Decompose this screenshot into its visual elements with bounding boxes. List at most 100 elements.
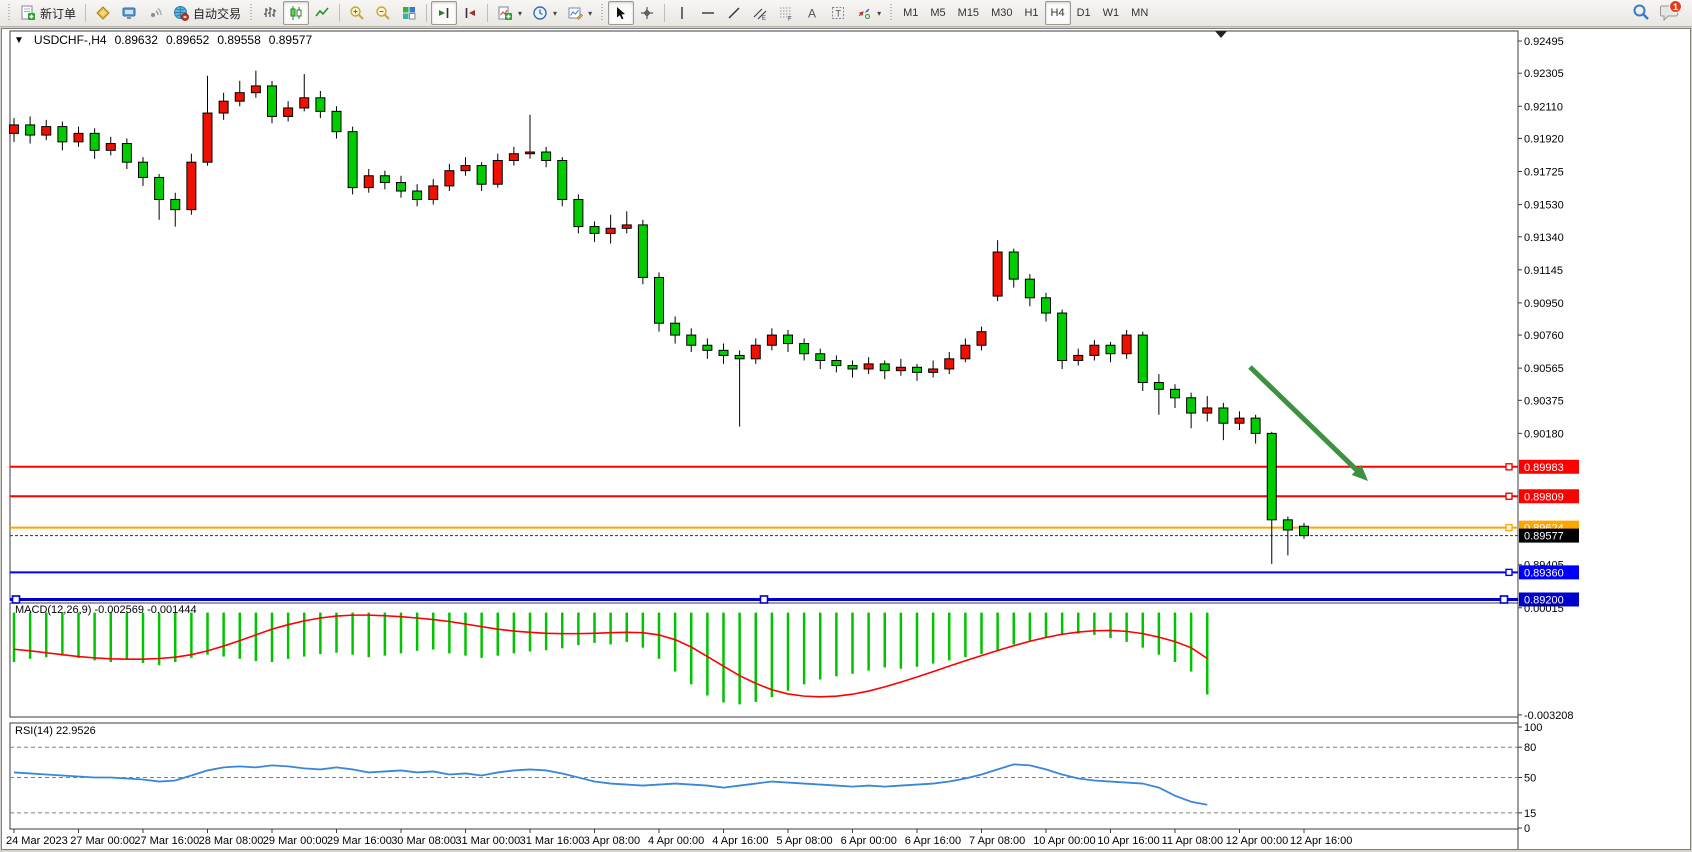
price-tick-label: 0.92495: [1524, 36, 1564, 48]
open-account-icon[interactable]: [90, 1, 116, 25]
time-axis[interactable]: 24 Mar 2023 27 Mar 00:00 27 Mar 16:00 28 Ma…: [6, 829, 1352, 847]
time-tick-label: 10 Apr 00:00: [1033, 835, 1095, 847]
text-label-button[interactable]: T: [825, 1, 851, 25]
line-anchor[interactable]: [1505, 568, 1513, 577]
timeframe-button-w1[interactable]: W1: [1102, 7, 1120, 19]
vertical-line-button[interactable]: [669, 1, 695, 25]
toolbar-separator: [85, 4, 87, 22]
timeframe-button-m5[interactable]: M5: [930, 7, 946, 19]
toolbar-group: E F A T ▾: [669, 1, 886, 25]
zoom-out-button[interactable]: [370, 1, 396, 25]
chart-symbol-timeframe: USDCHF-,H4: [33, 33, 107, 47]
toolbar-grip: [600, 4, 606, 22]
candle-body: [444, 170, 455, 187]
toolbar-separator: [664, 4, 666, 22]
chart-shift-marker-icon[interactable]: [1215, 31, 1227, 38]
candle-body: [1073, 354, 1084, 362]
candle-body: [783, 334, 793, 345]
auto-scroll-button[interactable]: [431, 1, 458, 25]
ohlc-open: 0.89632: [114, 33, 158, 47]
bar-chart-button[interactable]: [257, 1, 283, 25]
rsi-scale-label: 15: [1524, 808, 1536, 820]
candle-body: [718, 349, 729, 356]
tile-windows-button[interactable]: [396, 1, 422, 25]
candle-body: [895, 366, 906, 372]
text-button[interactable]: A: [799, 1, 825, 25]
zoom-in-button[interactable]: [344, 1, 370, 25]
candle-body: [250, 85, 261, 94]
rsi-indicator-label: RSI(14) 22.9526: [15, 725, 96, 737]
timeframe-button-d1[interactable]: D1: [1076, 7, 1091, 19]
search-icon[interactable]: [1632, 3, 1650, 24]
line-anchor[interactable]: [1505, 492, 1513, 500]
notifications-icon[interactable]: 1: [1660, 0, 1682, 23]
line-chart-button[interactable]: [309, 1, 335, 25]
time-tick-label: 4 Apr 00:00: [648, 835, 704, 847]
trend-arrow-head[interactable]: [1351, 464, 1368, 481]
rsi-scale-label: 80: [1524, 742, 1536, 754]
timeframe-button-m1[interactable]: M1: [903, 7, 919, 19]
horizontal-line-button[interactable]: [695, 1, 721, 25]
time-tick-label: 27 Mar 16:00: [134, 835, 199, 847]
price-line-label: 0.89809: [1524, 491, 1564, 503]
candle-body: [928, 368, 939, 373]
virtual-hosting-icon[interactable]: [116, 1, 142, 25]
chart-shift-button[interactable]: [457, 1, 483, 25]
timeframe-button-h1[interactable]: H1: [1024, 7, 1039, 19]
rsi-scale-label: 100: [1524, 722, 1542, 734]
candlestick-button[interactable]: [283, 1, 310, 25]
crosshair-button[interactable]: [634, 1, 660, 25]
trend-arrow-annotation[interactable]: [1248, 365, 1363, 476]
candle-body: [476, 165, 487, 185]
toolbar-separator: [426, 4, 428, 22]
price-tick-label: 0.90565: [1524, 363, 1564, 375]
timeframe-button-h4[interactable]: H4: [1044, 1, 1071, 25]
candle-body: [944, 358, 955, 370]
price-line-label-box: [1519, 565, 1579, 580]
line-anchor[interactable]: [1505, 463, 1513, 471]
auto-trading-button[interactable]: 自动交易: [168, 1, 246, 25]
candle-body: [428, 185, 439, 200]
trendline-button[interactable]: [721, 1, 747, 25]
time-tick-label: 6 Apr 00:00: [841, 835, 897, 847]
rsi-line: [13, 763, 1208, 806]
cursor-button[interactable]: [608, 1, 635, 25]
timeframe-button-m30[interactable]: M30: [991, 7, 1013, 19]
time-tick-label: 5 Apr 08:00: [776, 835, 832, 847]
fibonacci-button[interactable]: F: [773, 1, 799, 25]
line-handle[interactable]: [759, 595, 769, 604]
candle-body: [637, 224, 648, 278]
candle-body: [766, 334, 777, 346]
templates-button[interactable]: ▾: [562, 1, 597, 25]
candle-body: [621, 224, 632, 229]
price-line-label: 0.89360: [1524, 567, 1564, 579]
line-handle[interactable]: [1499, 595, 1509, 604]
candle-body: [1024, 278, 1035, 299]
dropdown-caret-icon[interactable]: ▾: [877, 8, 882, 18]
one-click-collapse-icon[interactable]: ▼: [14, 34, 24, 46]
new-order-button[interactable]: 新订单: [15, 1, 81, 25]
time-tick-label: 27 Mar 00:00: [70, 835, 135, 847]
timeframe-button-m15[interactable]: M15: [957, 7, 980, 19]
timeframe-button-mn[interactable]: MN: [1131, 7, 1149, 19]
candle-body: [1121, 334, 1132, 355]
price-tick-label: 0.90375: [1524, 395, 1564, 407]
candle-body: [863, 363, 874, 370]
candle-body: [960, 344, 971, 360]
line-handle[interactable]: [11, 595, 21, 604]
price-axis: 0.92495 0.92305 0.92110 0.91920 0.91725 0.915…: [1518, 36, 1579, 607]
chart-window: 0.92495 0.92305 0.92110 0.91920 0.91725 0.915…: [1, 28, 1691, 850]
equidistant-channel-button[interactable]: E: [747, 1, 773, 25]
dropdown-caret-icon[interactable]: ▾: [518, 8, 523, 18]
price-line-label-box: [1519, 592, 1579, 607]
indicators-button[interactable]: ▾: [492, 1, 527, 25]
signals-icon[interactable]: [142, 1, 168, 25]
time-tick-label: 11 Apr 08:00: [1162, 835, 1224, 847]
dropdown-caret-icon[interactable]: ▾: [553, 8, 558, 18]
line-anchor[interactable]: [1505, 523, 1513, 532]
candle-body: [283, 107, 294, 117]
periods-button[interactable]: ▾: [527, 1, 562, 25]
arrows-button[interactable]: ▾: [851, 1, 886, 25]
dropdown-caret-icon[interactable]: ▾: [588, 8, 593, 18]
